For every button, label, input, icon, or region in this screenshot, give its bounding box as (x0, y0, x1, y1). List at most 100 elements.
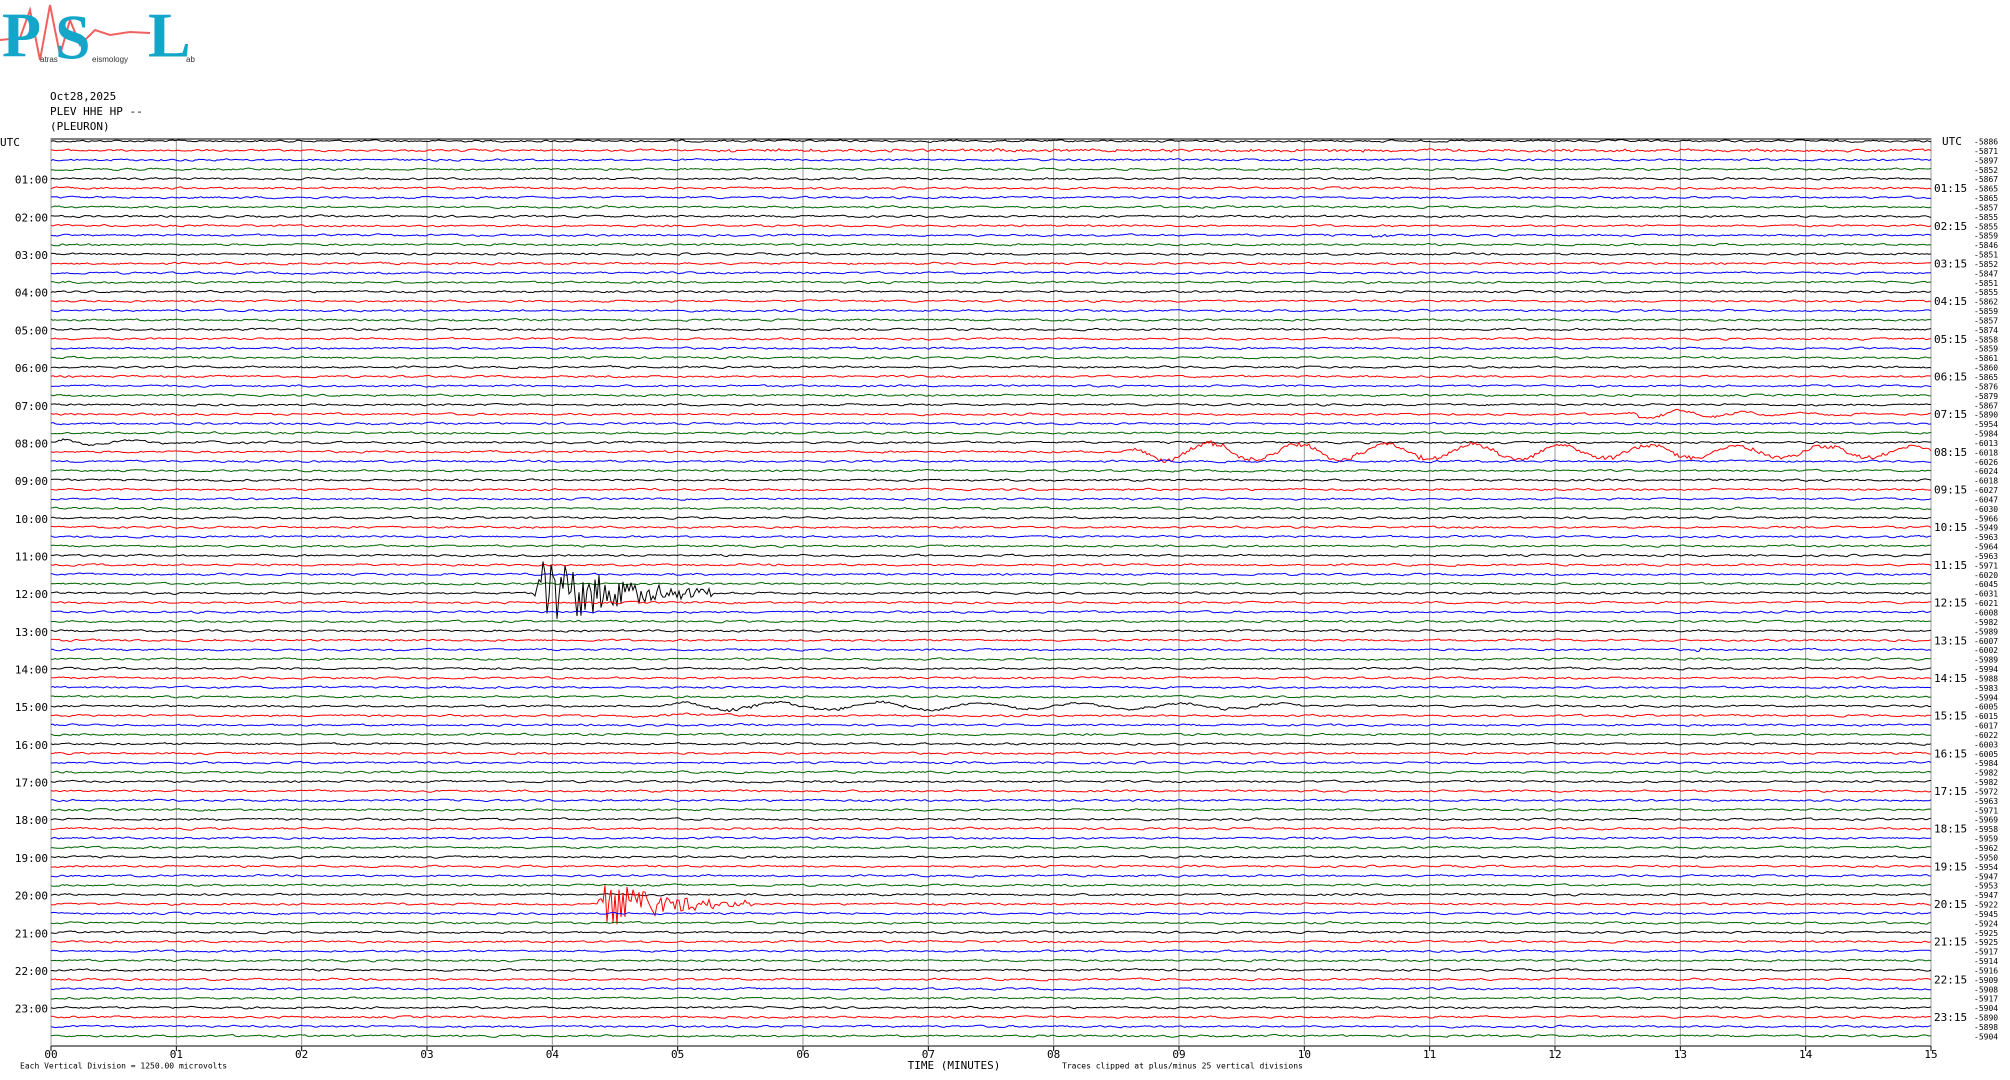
trace (50, 741, 1932, 746)
trace-offset: -5963 (1974, 552, 1998, 561)
trace-offset: -5994 (1974, 693, 1998, 702)
trace (50, 789, 1932, 793)
trace-offset: -5859 (1974, 307, 1998, 316)
trace-offset: -6021 (1974, 599, 1998, 608)
trace-offset: -6026 (1974, 458, 1998, 467)
right-time-label: 17:15 (1934, 785, 1967, 798)
trace (50, 986, 1931, 991)
trace-offset: -5925 (1974, 929, 1998, 938)
trace-offset: -6047 (1974, 495, 1998, 504)
trace (50, 885, 1932, 925)
trace-offset: -6020 (1974, 571, 1998, 580)
trace-offset: -5959 (1974, 835, 1998, 844)
trace (50, 751, 1932, 756)
trace (50, 572, 1932, 577)
trace (50, 562, 1932, 567)
right-time-label: 22:15 (1934, 973, 1967, 986)
right-time-label: 01:15 (1934, 182, 1967, 195)
trace-offset: -5914 (1974, 957, 1998, 966)
trace (50, 657, 1932, 661)
trace-offset: -5917 (1974, 995, 1998, 1004)
trace (50, 438, 1931, 447)
trace-offset: -6024 (1974, 467, 1998, 476)
x-tick-label: 09 (1172, 1048, 1185, 1061)
trace-offset: -5994 (1974, 665, 1998, 674)
trace-offset: -6017 (1974, 722, 1998, 731)
trace-offset: -6008 (1974, 609, 1998, 618)
right-time-label: UTC (1942, 135, 1962, 148)
trace-offset: -6013 (1974, 439, 1998, 448)
left-time-label: 08:00 (15, 437, 48, 450)
trace-offset: -5865 (1974, 373, 1998, 382)
trace (50, 261, 1932, 266)
trace-offset: -5963 (1974, 533, 1998, 542)
left-time-label: 05:00 (15, 324, 48, 337)
trace-offset: -5851 (1974, 251, 1998, 260)
trace (50, 1005, 1932, 1010)
trace (50, 845, 1931, 850)
left-time-label: 19:00 (15, 852, 48, 865)
trace (50, 186, 1932, 191)
trace-offset: -5857 (1974, 203, 1998, 212)
right-time-label: 13:15 (1934, 634, 1967, 647)
right-time-label: 04:15 (1934, 295, 1967, 308)
trace (50, 920, 1932, 925)
trace-offset: -6003 (1974, 740, 1998, 749)
trace-offset: -5904 (1974, 1032, 1998, 1041)
trace (50, 242, 1932, 247)
trace (50, 712, 1932, 719)
trace-offset: -5984 (1974, 430, 1998, 439)
trace (50, 506, 1932, 511)
trace (50, 544, 1931, 548)
trace-offset: -5876 (1974, 382, 1998, 391)
trace-offset: -6018 (1974, 448, 1998, 457)
trace-offset: -5922 (1974, 901, 1998, 910)
logo-word: ab (186, 55, 195, 64)
logo-word: eismology (92, 55, 128, 64)
x-tick-label: 12 (1548, 1048, 1561, 1061)
left-time-label: 18:00 (15, 814, 48, 827)
left-time-label: 16:00 (15, 739, 48, 752)
x-tick-label: 05 (671, 1048, 684, 1061)
trace-offset: -5855 (1974, 222, 1998, 231)
trace (50, 346, 1932, 351)
right-time-label: 08:15 (1934, 446, 1967, 459)
trace-offset: -5982 (1974, 618, 1998, 627)
trace (50, 431, 1932, 435)
trace (50, 384, 1932, 388)
trace (50, 883, 1932, 888)
trace-offset: -5874 (1974, 326, 1998, 335)
right-time-label: 02:15 (1934, 220, 1967, 233)
trace-offset: -5861 (1974, 354, 1998, 363)
trace-offset: -5859 (1974, 345, 1998, 354)
trace (50, 497, 1932, 501)
trace (50, 468, 1932, 473)
trace-offset: -5947 (1974, 891, 1998, 900)
trace (50, 167, 1932, 172)
trace (51, 252, 1932, 256)
trace (50, 515, 1932, 520)
trace-offset: -5898 (1974, 1023, 1998, 1032)
trace-offset: -6045 (1974, 580, 1998, 589)
logo-word: atras (40, 55, 58, 64)
trace-offset: -5857 (1974, 316, 1998, 325)
trace-offset: -5852 (1974, 166, 1998, 175)
left-time-label: 11:00 (15, 550, 48, 563)
trace (51, 270, 1932, 275)
x-tick-label: 10 (1298, 1048, 1311, 1061)
trace-offset: -5890 (1974, 1014, 1998, 1023)
trace (50, 770, 1932, 775)
trace (50, 148, 1932, 153)
trace-offset: -5966 (1974, 514, 1998, 523)
trace-offset: -6005 (1974, 750, 1998, 759)
trace-offset: -5860 (1974, 364, 1998, 373)
trace (50, 581, 1932, 586)
trace-offset: -5855 (1974, 213, 1998, 222)
trace (50, 600, 1931, 605)
trace (50, 836, 1932, 841)
left-time-label: 13:00 (15, 626, 48, 639)
trace (50, 534, 1931, 539)
trace (50, 139, 1932, 143)
